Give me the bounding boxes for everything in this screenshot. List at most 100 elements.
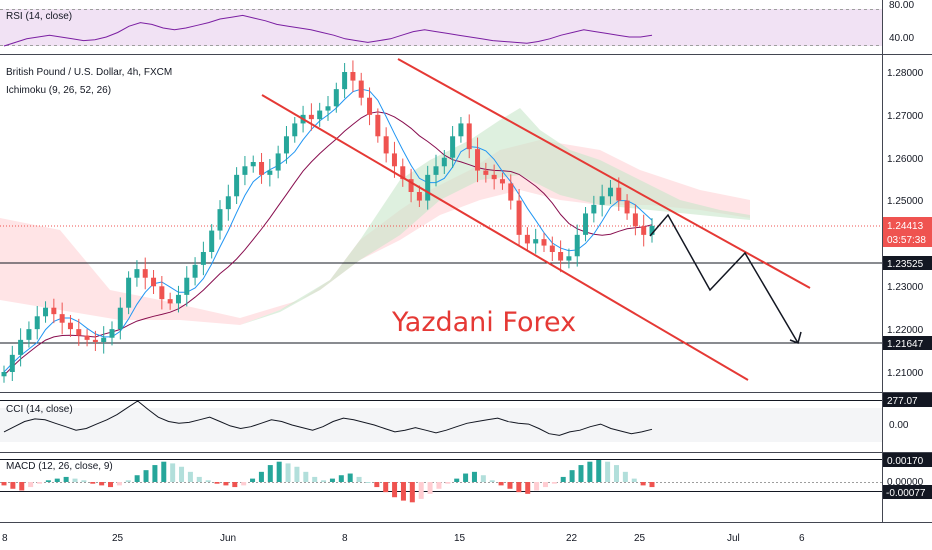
candle-body xyxy=(234,174,240,197)
channel-upper-line[interactable] xyxy=(397,58,811,289)
cci-pane[interactable]: CCI (14, close) 277.07 0.00 xyxy=(0,393,932,442)
candle-body xyxy=(250,162,256,167)
candle-body xyxy=(292,123,298,137)
macd-bar xyxy=(569,470,575,482)
macd-bar xyxy=(214,482,220,484)
time-axis[interactable]: 8 25 Jun 8 15 22 25 Jul 6 xyxy=(2,533,805,544)
macd-bar xyxy=(463,473,469,482)
cci-label: CCI (14, close) xyxy=(6,404,73,415)
macd-bar xyxy=(489,480,495,482)
macd-bar xyxy=(19,482,25,491)
candle-body xyxy=(325,106,331,111)
date-tick: 25 xyxy=(112,533,124,544)
macd-bar xyxy=(605,461,611,482)
candle-body xyxy=(624,200,630,214)
macd-bar xyxy=(525,482,531,494)
candle-body xyxy=(616,187,622,201)
macd-label: MACD (12, 26, close, 9) xyxy=(6,461,113,472)
macd-bar xyxy=(498,482,504,486)
macd-bar xyxy=(125,480,131,482)
price-axis[interactable]: 1.28000 1.27000 1.26000 1.25000 1.23000 … xyxy=(883,68,932,379)
macd-bar xyxy=(427,482,433,494)
price-tick: 1.23000 xyxy=(887,282,924,293)
last-price-value: 1.24413 xyxy=(887,221,924,232)
candle-body xyxy=(67,322,73,330)
macd-tick-top: 0.00170 xyxy=(887,456,924,467)
macd-bar xyxy=(143,470,149,482)
macd-bar xyxy=(596,460,602,482)
candle-body xyxy=(175,294,181,304)
candle-body xyxy=(375,114,381,137)
date-tick: 8 xyxy=(342,533,348,544)
macd-bar xyxy=(285,463,291,482)
candle-body xyxy=(433,166,439,175)
level-tag-2-value: 1.21647 xyxy=(887,339,924,350)
candle-body xyxy=(34,316,40,330)
candle-body xyxy=(458,123,464,137)
macd-bar xyxy=(622,471,628,482)
channel-lower-line[interactable] xyxy=(261,94,749,381)
macd-bar xyxy=(99,482,105,486)
macd-bar xyxy=(81,480,87,482)
macd-bar xyxy=(276,461,282,482)
candle-body xyxy=(549,245,555,252)
macd-bar xyxy=(241,482,247,486)
candle-body xyxy=(358,80,364,98)
date-tick: Jun xyxy=(220,533,236,544)
candle-body xyxy=(142,269,148,278)
candle-body xyxy=(134,269,140,278)
macd-bar xyxy=(312,476,318,482)
candle-body xyxy=(192,264,198,278)
candle-body xyxy=(483,170,489,175)
date-tick: 15 xyxy=(454,533,466,544)
candle-body xyxy=(308,114,314,120)
macd-bar xyxy=(613,465,619,482)
candle-body xyxy=(350,72,356,81)
candle-body xyxy=(200,252,206,265)
macd-bar xyxy=(649,482,655,488)
macd-bar xyxy=(134,475,140,482)
candle-body xyxy=(167,299,173,304)
macd-bar xyxy=(205,480,211,482)
macd-bar xyxy=(578,465,584,482)
macd-bar xyxy=(223,482,229,486)
ichimoku-label: Ichimoku (9, 26, 52, 26) xyxy=(6,85,111,96)
macd-bar xyxy=(383,482,389,493)
ichimoku-cloud xyxy=(0,108,750,325)
macd-bar xyxy=(294,466,300,482)
candle-body xyxy=(283,136,289,154)
macd-bar xyxy=(392,482,398,498)
macd-bar xyxy=(187,471,193,482)
macd-tick-bottom: -0.00077 xyxy=(886,488,926,499)
candle-body xyxy=(101,337,107,342)
date-tick: 25 xyxy=(634,533,646,544)
macd-bar xyxy=(108,482,114,488)
candle-body xyxy=(275,153,281,171)
macd-bar xyxy=(356,476,362,482)
macd-bar xyxy=(63,476,69,482)
candle-body xyxy=(499,179,505,184)
price-pane[interactable]: British Pound / U.S. Dollar, 4h, FXCM Ic… xyxy=(0,58,932,383)
candle-body xyxy=(367,97,373,115)
candle-body xyxy=(649,225,655,235)
macd-bar xyxy=(54,478,60,482)
rsi-tick-40: 40.00 xyxy=(889,33,914,44)
macd-pane[interactable]: MACD (12, 26, close, 9) 0.00170 0.00000 … xyxy=(0,453,932,503)
rsi-pane[interactable]: RSI (14, close) 80.00 40.00 xyxy=(0,0,914,47)
cci-band xyxy=(0,408,882,442)
candle-body xyxy=(508,183,514,201)
candle-body xyxy=(599,196,605,205)
candle-body xyxy=(225,196,231,210)
candle-body xyxy=(641,226,647,235)
projection-path[interactable] xyxy=(649,213,799,344)
macd-bar xyxy=(640,482,646,486)
macd-bar xyxy=(587,461,593,482)
candle-body xyxy=(425,174,431,201)
candle-body xyxy=(466,123,472,150)
candle-body xyxy=(259,162,265,175)
macd-bar xyxy=(365,482,371,483)
macd-tag-top xyxy=(883,453,932,467)
candle-body xyxy=(591,204,597,214)
candles[interactable] xyxy=(1,60,655,383)
